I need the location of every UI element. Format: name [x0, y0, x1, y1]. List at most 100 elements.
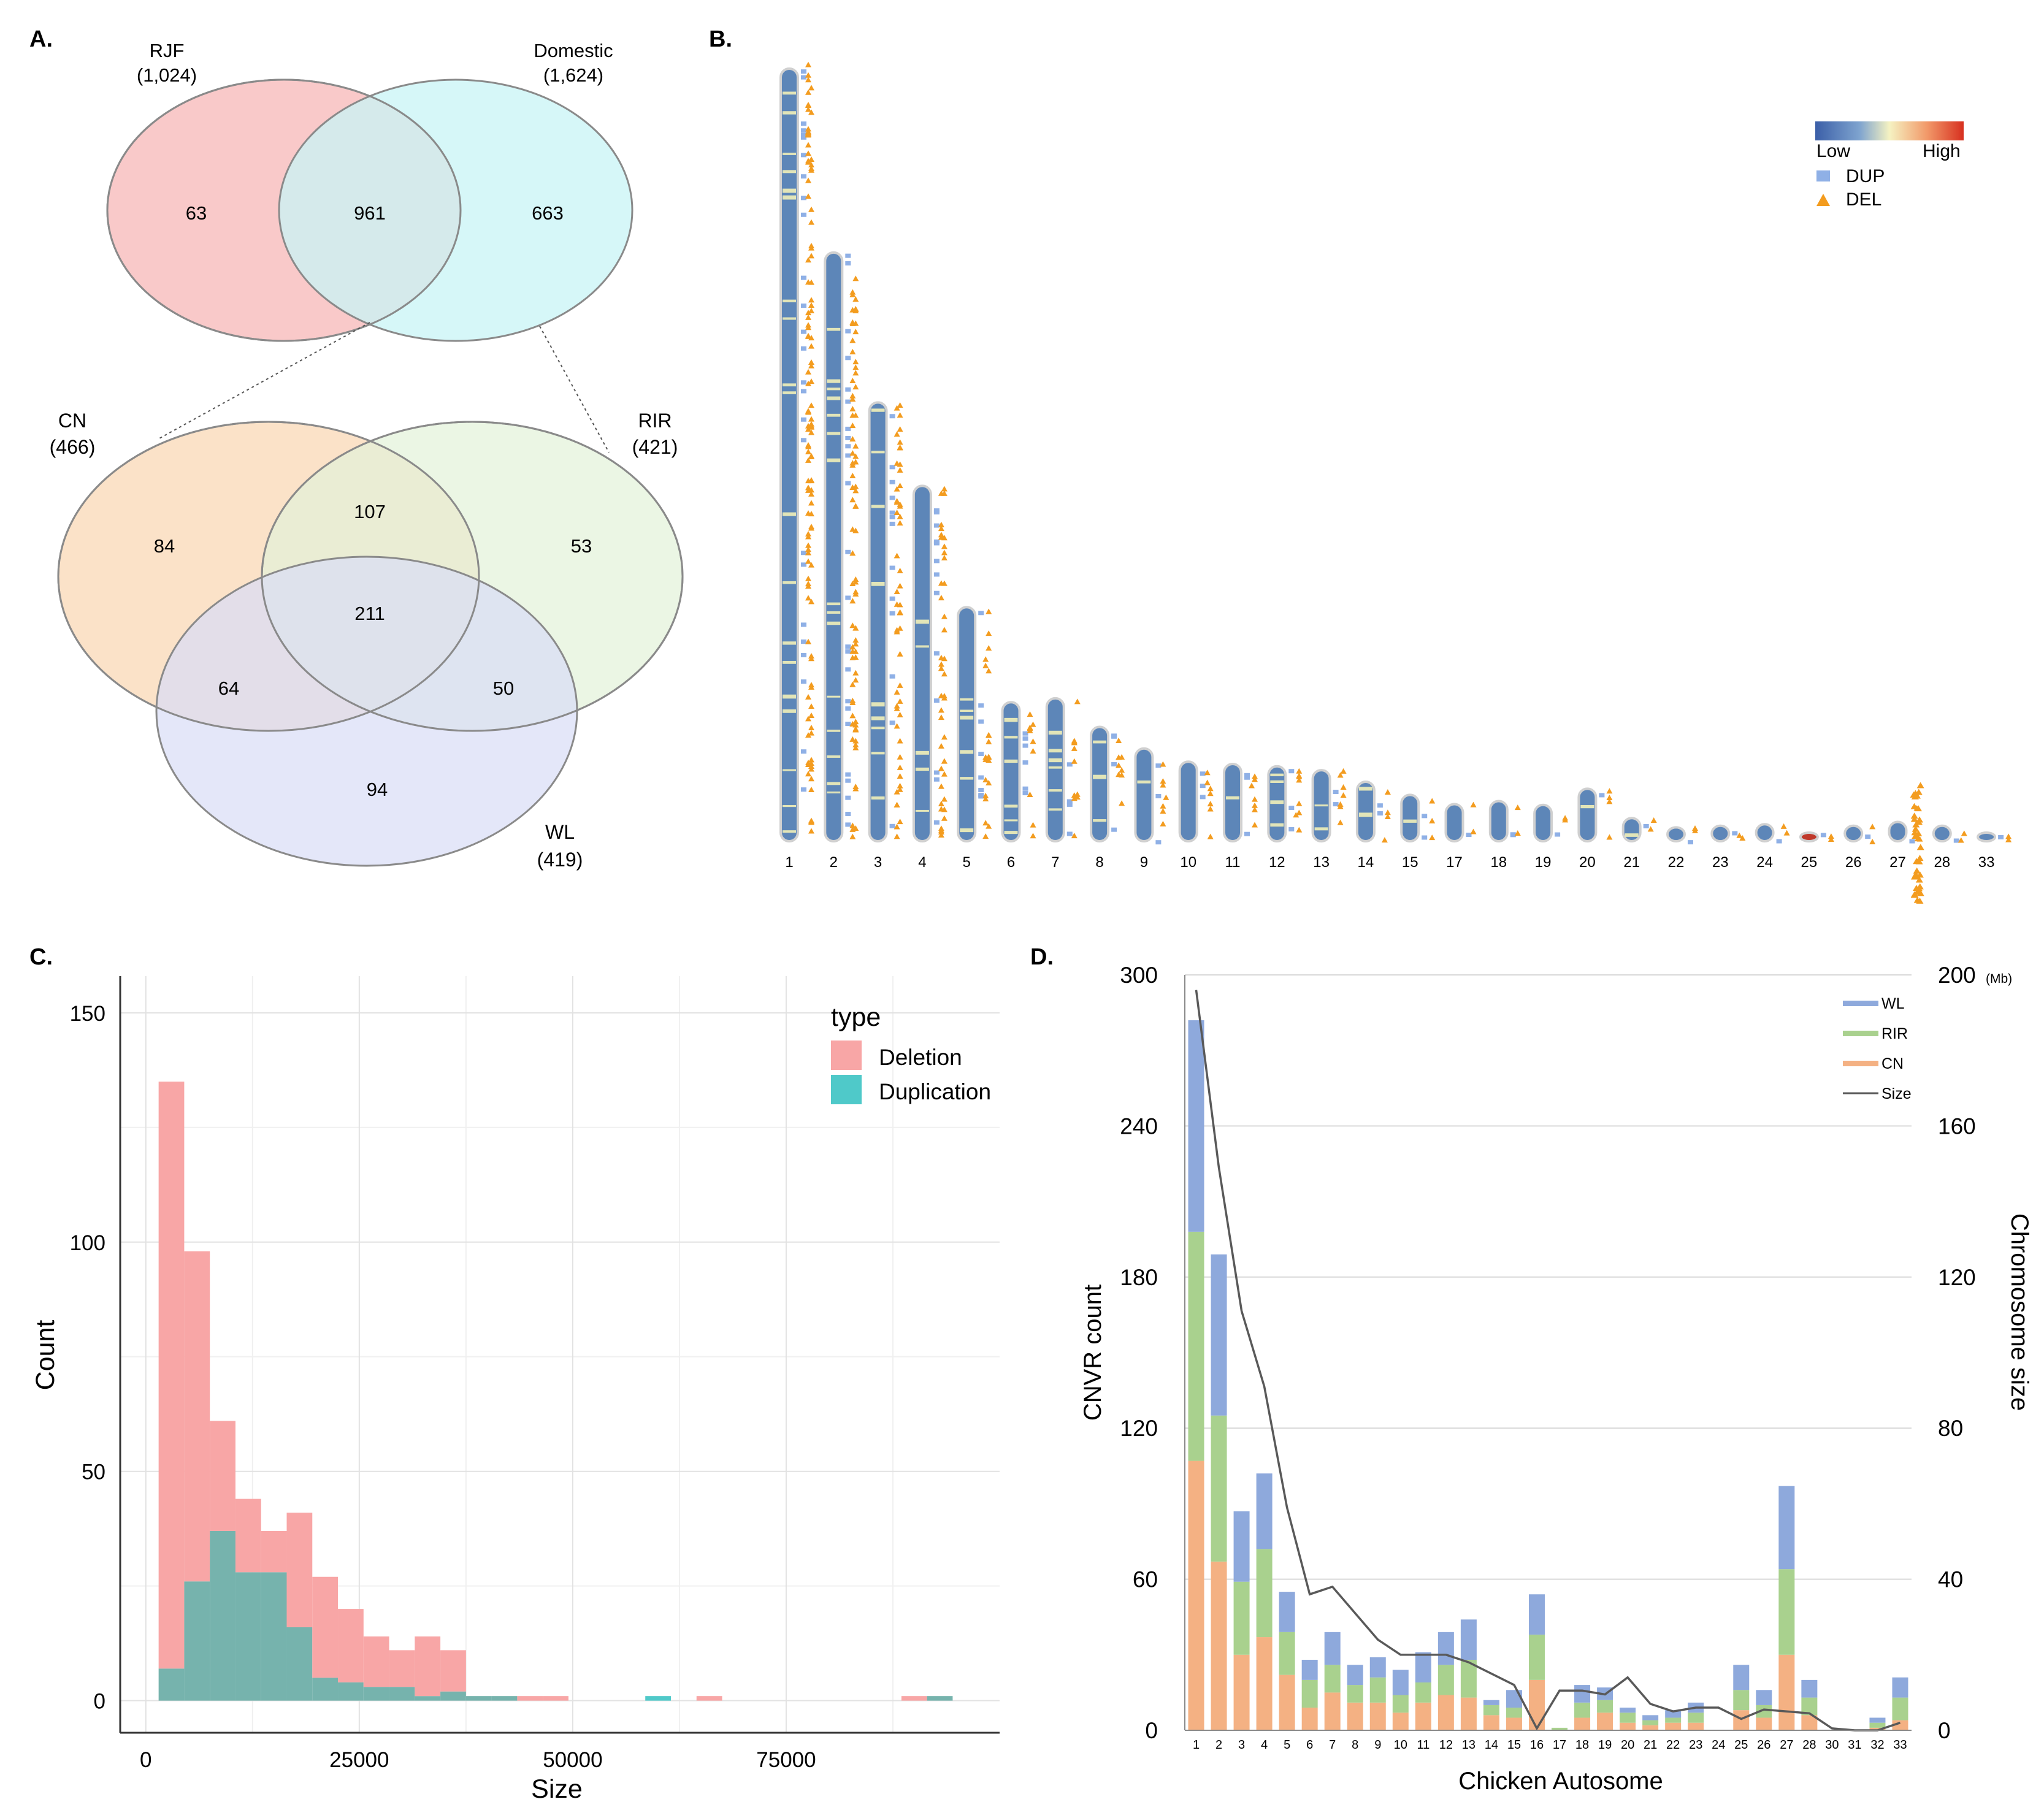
- chromosome-33: [1977, 831, 2012, 842]
- histogram-bar-deletion: [517, 1696, 543, 1701]
- del-marker: [852, 576, 859, 582]
- histogram-legend-title: type: [831, 1002, 881, 1032]
- venn-count-rjf: (1,024): [137, 64, 197, 86]
- del-marker: [1207, 806, 1214, 812]
- dup-marker: [845, 356, 851, 361]
- del-marker: [2005, 836, 2012, 842]
- chromosome-band: [783, 804, 796, 808]
- del-marker: [808, 724, 814, 730]
- bar-cn: [1279, 1674, 1295, 1730]
- x-tick-label: 27: [1780, 1738, 1793, 1752]
- chromosome-label: 6: [1007, 854, 1015, 871]
- chromosome-label: 8: [1095, 854, 1103, 871]
- del-marker: [808, 730, 814, 736]
- del-marker: [808, 297, 814, 303]
- del-marker: [1910, 812, 1918, 819]
- chromosome-band: [827, 388, 841, 391]
- bar-rir: [1211, 1415, 1227, 1562]
- chromosome-body: [1799, 831, 1819, 842]
- legend-size-label: Size: [1881, 1085, 1912, 1102]
- del-marker: [1470, 828, 1477, 834]
- del-marker: [808, 219, 814, 225]
- bar-rir: [1392, 1695, 1409, 1713]
- y-tick-label: 180: [1120, 1265, 1158, 1290]
- del-marker: [852, 359, 859, 365]
- del-marker: [986, 731, 992, 738]
- dup-marker: [1066, 831, 1073, 836]
- del-marker: [805, 310, 811, 316]
- del-marker: [894, 589, 900, 595]
- del-marker: [849, 289, 856, 295]
- dup-marker: [1643, 823, 1649, 828]
- dup-marker: [933, 698, 940, 703]
- x-tick-label: 12: [1439, 1738, 1453, 1752]
- del-marker: [897, 738, 903, 744]
- del-marker: [852, 503, 859, 509]
- connector-right: [539, 326, 610, 453]
- legend-dup-label: DUP: [1846, 166, 1885, 186]
- del-marker: [1916, 782, 1924, 789]
- del-marker: [982, 792, 989, 798]
- chromosome-band: [783, 641, 796, 645]
- chromosome-7: [1045, 697, 1081, 843]
- x-tick-label: 24: [1712, 1738, 1725, 1752]
- del-marker: [808, 416, 814, 422]
- del-marker: [808, 491, 814, 497]
- chromosome-label: 28: [1934, 854, 1950, 871]
- bar-cn: [1324, 1692, 1341, 1730]
- del-marker: [897, 625, 903, 631]
- del-marker: [1916, 816, 1924, 823]
- chromosome-label: 20: [1579, 854, 1596, 871]
- venn-label-rjf: RJF: [150, 40, 185, 61]
- bar-rir: [1620, 1713, 1636, 1723]
- del-marker: [849, 395, 856, 402]
- del-marker: [1160, 782, 1166, 788]
- x-tick-label: 25: [1734, 1738, 1748, 1752]
- chromosome-band: [827, 782, 841, 785]
- del-marker: [894, 510, 900, 516]
- del-marker: [982, 756, 989, 762]
- bar-cn: [1415, 1702, 1431, 1730]
- del-marker: [1340, 784, 1347, 790]
- del-marker: [1296, 827, 1303, 833]
- histogram-bar-deletion: [363, 1636, 389, 1687]
- del-marker: [1204, 779, 1211, 785]
- dup-marker: [845, 549, 851, 554]
- del-marker: [938, 707, 944, 713]
- del-marker: [852, 275, 859, 281]
- del-marker: [894, 499, 900, 505]
- chromosome-18: [1488, 800, 1521, 842]
- del-marker: [805, 484, 811, 491]
- del-marker: [808, 712, 814, 719]
- del-marker: [849, 654, 856, 660]
- del-marker: [1912, 873, 1920, 880]
- chromosome-label: 27: [1889, 854, 1906, 871]
- chromosome-body: [1621, 817, 1642, 842]
- histogram-bar-deletion: [415, 1636, 441, 1697]
- dup-marker: [889, 674, 895, 679]
- del-marker: [1606, 794, 1613, 800]
- del-marker: [808, 684, 814, 690]
- chromosome-band: [783, 383, 796, 387]
- del-marker: [938, 827, 944, 833]
- del-marker: [805, 549, 811, 556]
- dup-marker: [801, 438, 806, 443]
- x-tick-label: 13: [1462, 1738, 1476, 1752]
- chromosome-body: [868, 401, 888, 842]
- del-marker: [805, 693, 811, 700]
- venn-label-domestic: Domestic: [534, 40, 613, 61]
- del-marker: [894, 405, 900, 411]
- del-marker: [1562, 817, 1569, 823]
- chromosome-21: [1621, 817, 1657, 842]
- chromosome-body: [1577, 787, 1598, 842]
- chromosome-body: [1223, 763, 1242, 842]
- del-marker: [1071, 745, 1078, 751]
- del-marker: [941, 543, 947, 549]
- histogram-bar-deletion: [261, 1530, 287, 1573]
- dup-marker: [978, 752, 984, 757]
- x-tick-label: 1: [1193, 1738, 1200, 1752]
- legend-wl-label: WL: [1881, 995, 1905, 1012]
- del-marker: [805, 368, 811, 375]
